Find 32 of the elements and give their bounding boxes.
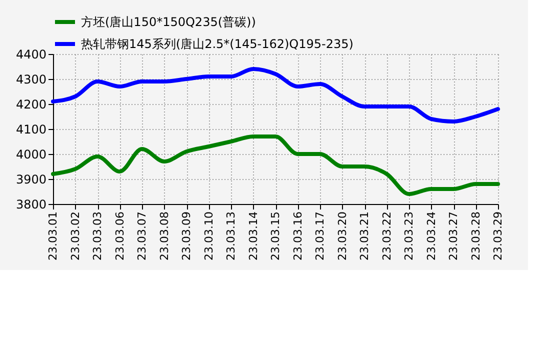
x-tick-label: 23.03.17 <box>314 212 326 260</box>
x-tick-label: 23.03.14 <box>246 212 260 260</box>
x-tick-label: 23.03.03 <box>91 212 104 260</box>
line-series <box>51 67 500 124</box>
x-tick-label: 23.03.09 <box>180 212 193 260</box>
y-tick-label: 4200 <box>16 98 46 112</box>
x-tick-label: 23.03.07 <box>136 212 148 260</box>
x-tick-label: 23.03.24 <box>424 212 438 260</box>
y-tick-label: 4000 <box>16 148 46 162</box>
x-tick-label: 23.03.20 <box>336 212 349 260</box>
x-tick-label: 23.03.06 <box>113 212 126 260</box>
legend-label: 方坯(唐山150*150Q235(普碳)) <box>81 15 256 29</box>
x-tick-label: 23.03.22 <box>380 212 394 260</box>
x-tick-label: 23.03.16 <box>291 212 304 260</box>
legend-label: 热轧带钢145系列(唐山2.5*(145-162)Q195-235) <box>81 37 354 51</box>
x-tick-label: 23.03.29 <box>492 212 504 260</box>
x-tick-label: 23.03.13 <box>224 212 238 260</box>
x-tick-label: 23.03.10 <box>202 212 216 260</box>
y-tick-label: 4100 <box>16 122 46 136</box>
y-tick-label: 3800 <box>16 198 46 212</box>
x-tick-label: 23.03.23 <box>402 212 416 260</box>
x-tick-label: 23.03.28 <box>469 212 482 260</box>
x-tick-label: 23.03.02 <box>68 212 82 260</box>
y-tick-label: 3900 <box>16 172 46 186</box>
y-tick-label: 4300 <box>16 72 46 86</box>
line-series <box>51 134 500 196</box>
x-tick-label: 23.03.21 <box>358 212 371 260</box>
y-tick-label: 4400 <box>16 48 46 62</box>
x-tick-label: 23.03.01 <box>46 212 60 260</box>
x-tick-label: 23.03.15 <box>269 212 282 260</box>
x-tick-label: 23.03.27 <box>447 212 460 260</box>
x-tick-label: 23.03.08 <box>158 212 171 260</box>
